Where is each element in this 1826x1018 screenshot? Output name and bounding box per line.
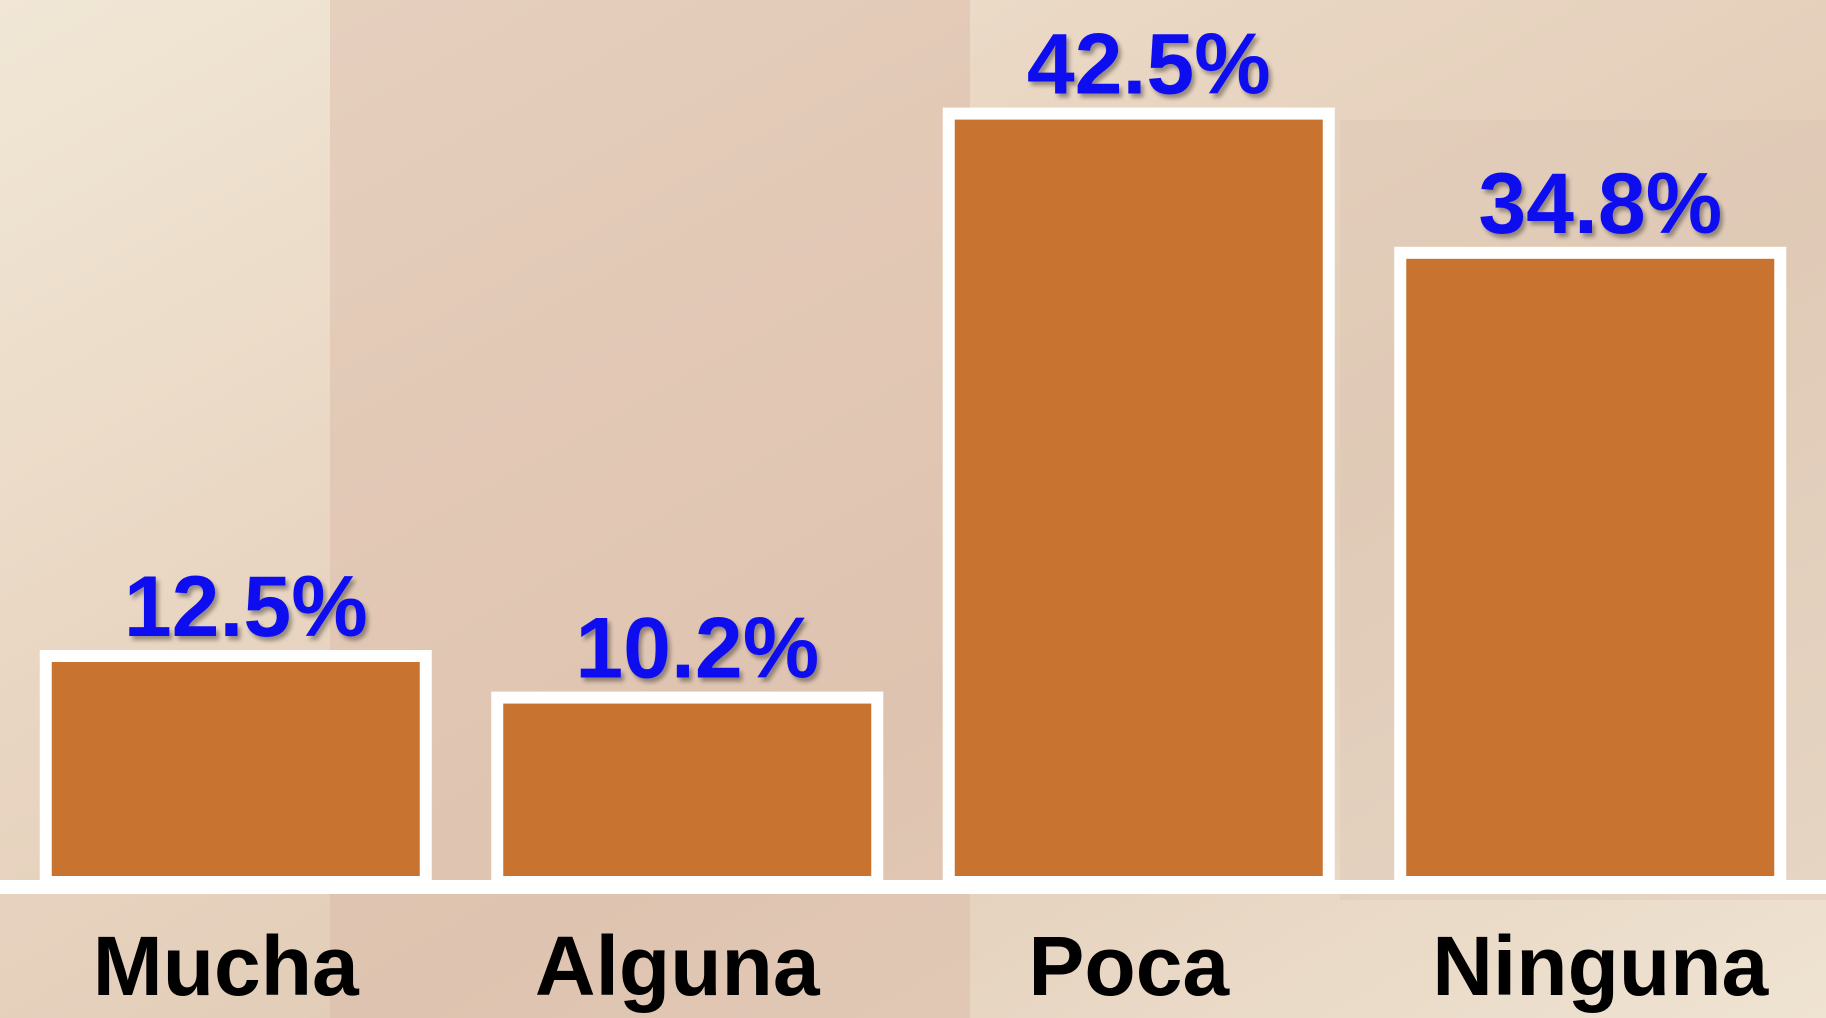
value-label: 12.5% [124, 559, 368, 655]
bar [1400, 253, 1780, 882]
bar [497, 698, 877, 882]
page: 12.5% Mucha 10.2% Alguna 42.5% Poca 34.8% Ningu… [0, 0, 1826, 1018]
bar [949, 114, 1329, 882]
x-tick-label: Mucha [93, 919, 360, 1013]
chart: 12.5% Mucha 10.2% Alguna 42.5% Poca 34.8% Ningu… [0, 0, 1826, 1018]
value-label: 42.5% [1027, 17, 1271, 113]
bar [46, 656, 426, 882]
x-tick-label: Ninguna [1432, 919, 1769, 1013]
value-label: 34.8% [1478, 156, 1722, 252]
value-label: 10.2% [575, 601, 819, 697]
x-tick-label: Alguna [535, 919, 821, 1013]
x-tick-label: Poca [1028, 919, 1230, 1013]
